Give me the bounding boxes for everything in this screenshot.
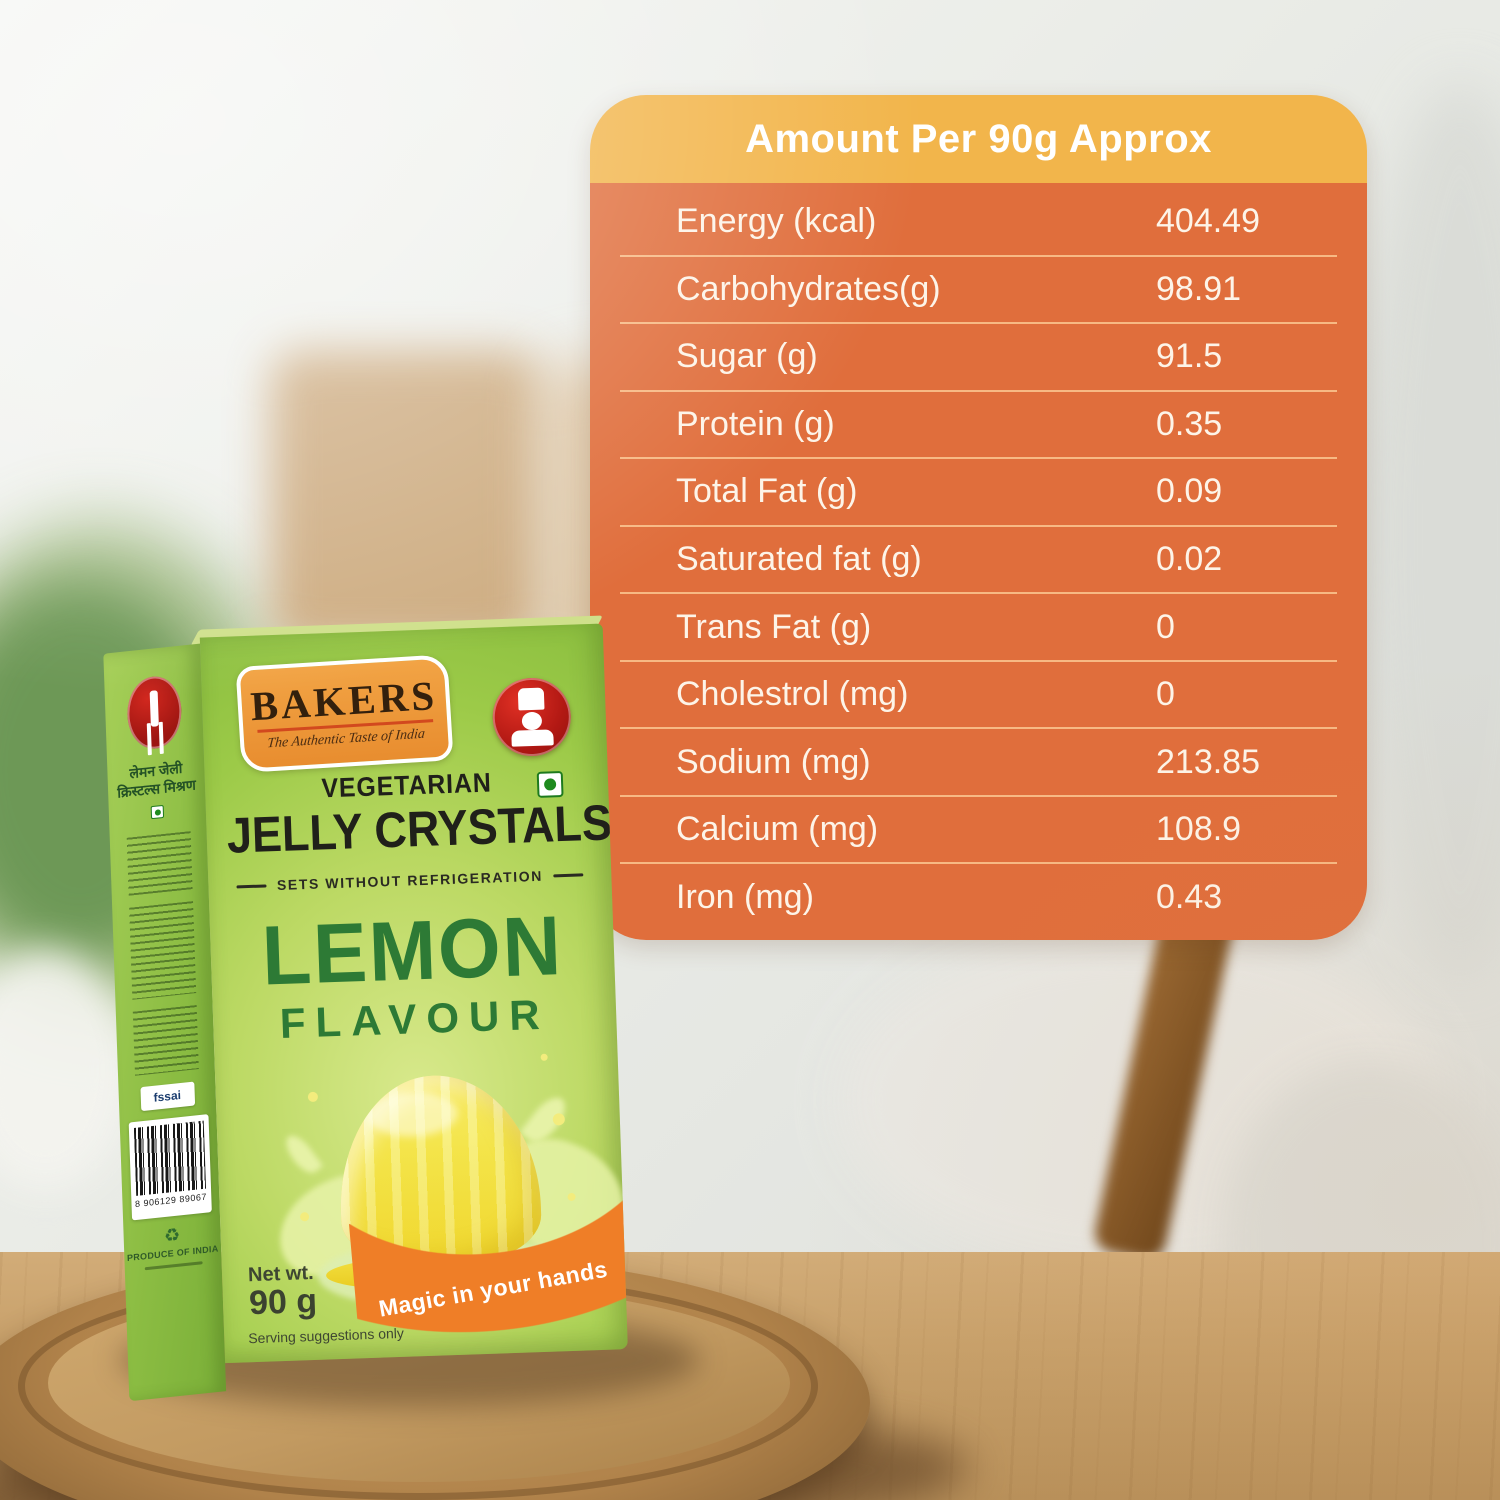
nutrient-value: 0 <box>1156 607 1175 646</box>
veg-symbol-icon <box>150 804 165 820</box>
nutrition-row: Saturated fat (g) 0.02 <box>620 524 1337 593</box>
wall-shade <box>1360 80 1500 980</box>
brand-logo: BAKERS The Authentic Taste of India <box>235 654 454 773</box>
nutrient-label: Energy (kcal) <box>676 202 877 241</box>
nutrient-value: 98.91 <box>1156 269 1242 308</box>
dash-right <box>552 872 583 877</box>
nutrition-row: Iron (mg) 0.43 <box>620 862 1337 930</box>
nutrient-label: Carbohydrates(g) <box>676 269 941 308</box>
nutrient-value: 0 <box>1156 675 1175 714</box>
nutrition-row: Trans Fat (g) 0 <box>620 592 1337 660</box>
nutrient-value: 404.49 <box>1156 202 1260 241</box>
nutrition-row: Protein (g) 0.35 <box>620 389 1337 458</box>
fssai-logo: fssai <box>139 1081 195 1112</box>
veg-symbol-icon <box>536 770 564 798</box>
cabinet-blur <box>270 350 540 650</box>
product-subtitle: SETS WITHOUT REFRIGERATION <box>208 865 611 895</box>
nutrition-panel-title: Amount Per 90g Approx <box>590 95 1367 183</box>
nutrient-value: 91.5 <box>1156 337 1223 376</box>
barcode: 8 906129 89067 <box>128 1114 212 1221</box>
nutrient-value: 0.35 <box>1156 404 1223 443</box>
flavour-title: LEMON <box>260 898 565 1003</box>
nutrient-value: 0.09 <box>1156 472 1223 511</box>
product-box: लेमन जेली क्रिस्टल्स मिश्रण fssai 8 9061… <box>103 615 629 1403</box>
fine-print-texture <box>132 1005 199 1076</box>
nutrient-value: 0.43 <box>1156 877 1223 916</box>
fine-print-texture <box>128 901 196 1000</box>
nutrient-label: Sugar (g) <box>676 337 818 376</box>
nutrient-label: Protein (g) <box>676 404 835 443</box>
box-front-panel: BAKERS The Authentic Taste of India VEGE… <box>199 623 628 1364</box>
vase-blur <box>0 950 130 1190</box>
net-weight-value: 90 g <box>248 1281 318 1323</box>
nutrient-value: 213.85 <box>1156 742 1260 781</box>
nutrient-value: 108.9 <box>1156 810 1242 849</box>
nutrient-label: Calcium (mg) <box>676 810 879 849</box>
chef-logo-icon <box>491 676 573 758</box>
dash-left <box>236 883 267 888</box>
nutrient-label: Total Fat (g) <box>676 472 858 511</box>
hindi-product-name: लेमन जेली क्रिस्टल्स मिश्रण <box>116 759 197 801</box>
nutrition-row: Total Fat (g) 0.09 <box>620 457 1337 525</box>
barcode-bars-icon <box>133 1120 206 1196</box>
nutrition-row: Sugar (g) 91.5 <box>620 322 1337 390</box>
product-name: JELLY CRYSTALS <box>225 794 613 864</box>
nutrition-row: Carbohydrates(g) 98.91 <box>620 254 1337 323</box>
fine-print-texture <box>126 831 193 896</box>
nutrient-label: Trans Fat (g) <box>676 607 872 646</box>
nutrition-row: Energy (kcal) 404.49 <box>620 189 1337 255</box>
brand-name: BAKERS <box>249 671 439 729</box>
nutrient-label: Iron (mg) <box>676 877 814 916</box>
nutrition-row: Cholestrol (mg) 0 <box>620 659 1337 728</box>
nutrient-label: Cholestrol (mg) <box>676 675 909 714</box>
nutrient-label: Saturated fat (g) <box>676 540 922 578</box>
nutrient-value: 0.02 <box>1156 540 1223 578</box>
nutrition-row: Sodium (mg) 213.85 <box>620 727 1337 795</box>
nutrition-row: Calcium (mg) 108.9 <box>620 794 1337 863</box>
brand-emblem-icon <box>125 673 183 752</box>
nutrient-label: Sodium (mg) <box>676 742 871 781</box>
fine-print-texture <box>144 1261 203 1271</box>
nutrition-panel: Amount Per 90g Approx Energy (kcal) 404.4… <box>590 95 1367 940</box>
recycle-icon: ♻ <box>163 1224 181 1247</box>
origin-text: PRODUCE OF INDIA <box>126 1243 219 1264</box>
slogan-ribbon: Magic in your hands <box>348 1199 628 1360</box>
nutrition-table: Energy (kcal) 404.49 Carbohydrates(g) 98.91… <box>590 183 1367 940</box>
